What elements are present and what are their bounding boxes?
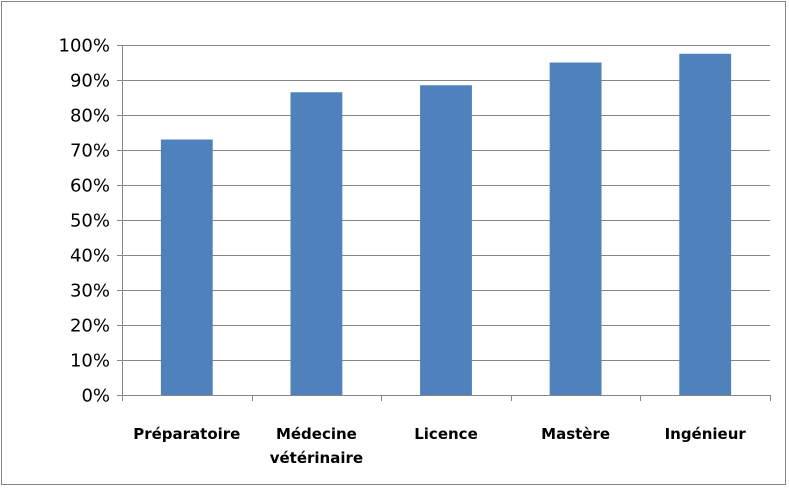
y-tick-label: 20% bbox=[70, 316, 110, 337]
y-tick-label: 70% bbox=[70, 141, 110, 162]
y-tick-label: 50% bbox=[70, 211, 110, 232]
y-tick-label: 90% bbox=[70, 71, 110, 92]
bars bbox=[161, 54, 731, 395]
bar bbox=[161, 140, 213, 396]
y-tick-label: 40% bbox=[70, 246, 110, 267]
y-tick-label: 30% bbox=[70, 281, 110, 302]
x-tick-label: Ingénieur bbox=[665, 425, 747, 443]
x-tick-label: Préparatoire bbox=[133, 425, 240, 443]
bar bbox=[290, 92, 342, 395]
x-tick-labels: Préparatoire Médecine vétérinaire Licence Ma… bbox=[133, 425, 746, 467]
y-tick-label: 10% bbox=[70, 351, 110, 372]
y-tick-label: 100% bbox=[59, 36, 110, 57]
x-tick-label: Mastère bbox=[541, 425, 610, 443]
y-tick-label: 0% bbox=[81, 386, 110, 407]
y-tick-label: 60% bbox=[70, 176, 110, 197]
bar bbox=[679, 54, 731, 395]
bar bbox=[420, 85, 472, 395]
y-tick-labels: 0% 10% 20% 30% 40% 50% 60% 70% 80% 90% 100% bbox=[59, 36, 110, 407]
y-tick-label: 80% bbox=[70, 106, 110, 127]
x-tick-label: Médecine vétérinaire bbox=[270, 425, 363, 467]
bar bbox=[550, 63, 602, 396]
x-tick-label: Licence bbox=[414, 425, 478, 443]
